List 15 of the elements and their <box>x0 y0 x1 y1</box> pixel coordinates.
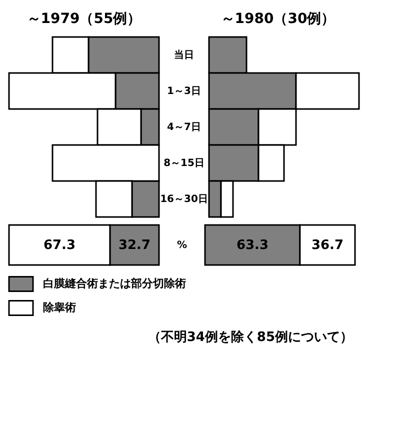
legend-label: 白膜縫合術または部分切除術 <box>43 277 186 290</box>
y-tick-label: 8～15日 <box>164 158 204 169</box>
data-label: 32.7 <box>118 238 151 253</box>
legend-label: 除睾術 <box>43 301 76 314</box>
y-tick-label: 1～3日 <box>167 86 201 97</box>
chart-title: ～1980（30例） <box>220 11 336 27</box>
data-label: 63.3 <box>236 238 269 253</box>
y-tick-label: % <box>176 240 188 251</box>
chart-title: ～1979（55例） <box>26 11 142 27</box>
data-label: 36.7 <box>311 238 344 253</box>
y-tick-label: 4～7日 <box>167 122 201 133</box>
data-label: 67.3 <box>43 238 76 253</box>
text: （不明34例を除く85例について） <box>148 330 353 345</box>
y-tick-label: 16～30日 <box>160 194 208 205</box>
y-tick-label: 当日 <box>174 49 194 61</box>
